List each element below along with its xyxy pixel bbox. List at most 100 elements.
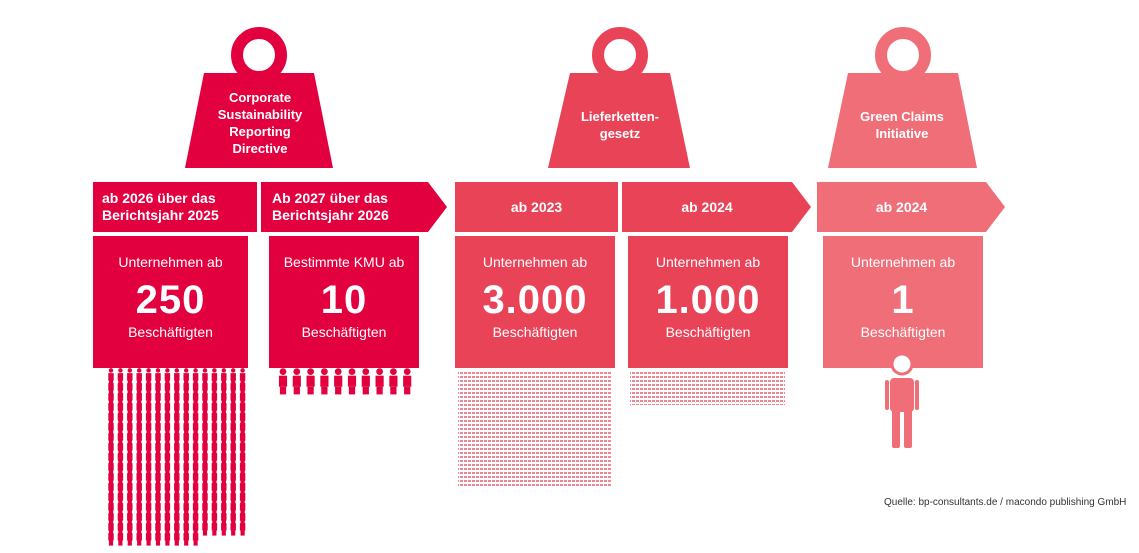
person-icon [145,518,152,536]
person-icon [145,448,152,466]
box-bottom-label: Beschäftigten [860,324,946,340]
person-icon [145,378,152,396]
person-icon [230,498,236,516]
person-icon [292,368,301,395]
person-icon [108,488,114,506]
box-number: 1 [891,278,915,322]
crowd-1000 [630,372,785,405]
person-icon [155,388,161,406]
person-icon [145,478,152,496]
person-icon [136,388,142,406]
person-icon [174,448,180,466]
person-icon [403,368,412,395]
person-icon [192,468,199,486]
person-icon [192,518,199,536]
person-icon [202,448,208,466]
person-icon [230,478,236,496]
person-icon [221,378,227,396]
person-icon [221,458,227,476]
person-icon [117,368,124,386]
person-icon [145,428,152,446]
person-icon [211,428,218,446]
person-icon [230,468,236,486]
person-icon [136,478,142,496]
person-icon [117,418,124,436]
person-icon [211,418,218,436]
person-icon [183,498,189,516]
person-icon [192,368,199,386]
person-icon [108,438,114,456]
person-icon [183,468,189,486]
person-icon [239,478,246,496]
person-icon [155,418,161,436]
box-top-label: Bestimmte KMU ab [283,254,405,270]
person-icon [230,378,236,396]
person-icon [108,478,114,496]
person-icon [136,418,142,436]
person-icon [183,528,189,546]
person-icon [164,528,171,546]
person-icon [192,398,199,416]
person-icon [127,408,133,426]
person-icon [145,508,152,526]
person-icon [136,438,142,456]
person-icon [127,458,133,476]
person-icon [164,508,171,526]
person-icon [211,408,218,426]
person-icon [192,488,199,506]
person-icon [164,388,171,406]
person-icon [145,438,152,456]
person-icon [361,368,370,395]
person-icon [202,458,208,476]
person-icon [155,438,161,456]
weight-title-csrd: Corporate Sustainability Reporting Direc… [217,90,303,156]
person-icon [192,378,199,396]
arrow-label-lksg-2023: ab 2023 [510,199,563,215]
crowd-10 [278,368,412,395]
person-icon [174,488,180,506]
person-icon [239,468,246,486]
person-icon-single [885,352,919,448]
person-icon [192,498,199,516]
person-icon [155,378,161,396]
person-icon [183,508,189,526]
person-icon [155,528,161,546]
person-icon [202,398,208,416]
person-icon [239,458,246,476]
person-icon [136,398,142,416]
person-icon [136,378,142,396]
person-icon [202,508,208,526]
person-icon [221,398,227,416]
person-icon [117,378,124,396]
person-icon [145,418,152,436]
person-icon [117,448,124,466]
arrow-green-2024 [817,182,1005,232]
person-icon [145,488,152,506]
person-icon [136,458,142,476]
person-icon [183,478,189,496]
arrow-lksg-2024 [622,182,811,232]
person-icon [221,428,227,446]
person-icon [334,368,343,395]
person-icon [117,508,124,526]
source-caption: Quelle: bp-consultants.de / macondo publ… [884,497,1127,508]
person-icon [202,518,208,536]
person-icon [211,468,218,486]
box-bottom-label: Beschäftigten [665,324,751,340]
person-icon [230,398,236,416]
person-icon [211,458,218,476]
person-icon [136,428,142,446]
arrow-csrd-2027 [261,182,447,232]
person-icon [155,518,161,536]
person-icon [164,398,171,416]
person-icon [136,498,142,516]
person-icon [202,388,208,406]
person-icon [230,508,236,526]
arrow-label-green-2024: ab 2024 [875,199,928,215]
person-icon [117,438,124,456]
box-number: 1.000 [655,278,761,322]
person-icon [164,368,171,386]
person-icon [145,498,152,516]
person-icon [117,428,124,446]
